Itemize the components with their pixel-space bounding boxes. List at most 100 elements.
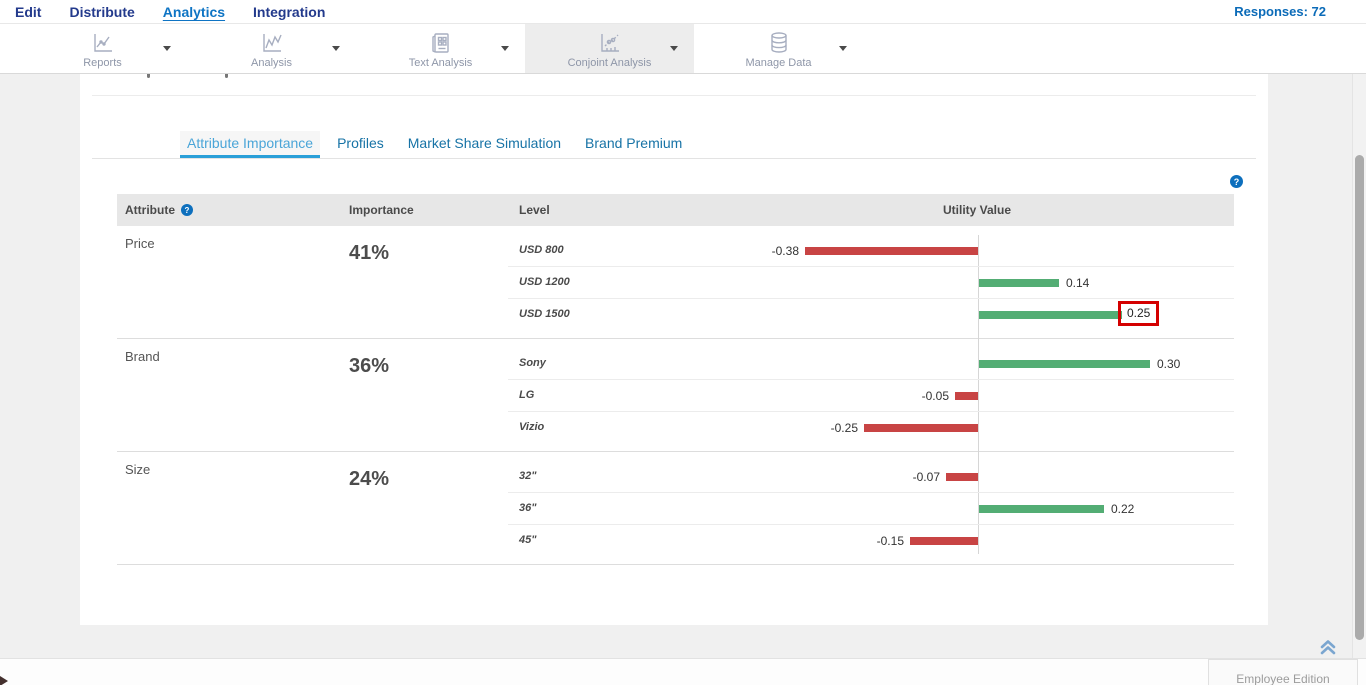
chevron-down-icon[interactable] (163, 46, 171, 51)
level-row-32: 32" -0.07 (508, 461, 1234, 493)
help-icon[interactable]: ? (181, 204, 193, 216)
level-label: LG (519, 389, 535, 401)
utility-bar (979, 279, 1059, 287)
chevron-down-icon[interactable] (501, 46, 509, 51)
utility-bar (910, 537, 978, 545)
chevron-down-icon[interactable] (332, 46, 340, 51)
nav-items: Edit Distribute Analytics Integration (15, 4, 353, 20)
utility-bar (979, 360, 1150, 368)
level-label: Vizio (519, 421, 545, 433)
levels-column: USD 800 -0.38 USD 1200 0.14 USD 1500 0.25 (508, 226, 1234, 338)
edition-badge: Employee Edition (1208, 659, 1358, 685)
cursor-artifact (0, 676, 8, 685)
toolbar-item-label: Text Analysis (408, 57, 473, 69)
divider (92, 158, 1256, 159)
clipped-text-fragment (147, 74, 150, 78)
top-nav-bar: Edit Distribute Analytics Integration Respo… (0, 0, 1366, 24)
level-label: USD 1500 (519, 308, 570, 320)
analytics-toolbar: Reports Analysis Text Analysis Conjoint Ana… (0, 24, 1366, 74)
nav-item-analytics[interactable]: Analytics (162, 3, 226, 20)
levels-column: Sony 0.30 LG -0.05 Vizio -0.25 (508, 339, 1234, 451)
toolbar-item-label: Reports (83, 57, 122, 69)
importance-value: 36% (349, 355, 390, 377)
column-header-attribute: Attribute ? (117, 203, 340, 217)
scrollbar-thumb[interactable] (1355, 155, 1364, 640)
utility-value-label: 0.14 (1066, 276, 1090, 290)
utility-value-label: -0.25 (830, 421, 858, 435)
utility-bar (805, 247, 978, 255)
toolbar-item-label: Analysis (251, 57, 292, 69)
toolbar-item-text-analysis[interactable]: Text Analysis (356, 24, 525, 73)
chevron-down-icon[interactable] (839, 46, 847, 51)
utility-value-label: 0.22 (1111, 502, 1135, 516)
column-header-utility-value: Utility Value (942, 203, 1012, 217)
utility-value-label: -0.15 (876, 534, 904, 548)
level-row-lg: LG -0.05 (508, 380, 1234, 412)
toolbar-item-reports[interactable]: Reports (18, 24, 187, 73)
column-header-importance: Importance (349, 203, 414, 217)
table-header-row: Attribute ? Importance Level Utility Val… (117, 194, 1234, 226)
toolbar-item-analysis[interactable]: Analysis (187, 24, 356, 73)
utility-value-label: -0.38 (771, 244, 799, 258)
attribute-name: Price (125, 236, 155, 251)
chevron-down-icon[interactable] (670, 46, 678, 51)
importance-value: 24% (349, 468, 390, 490)
responses-count-link[interactable]: Responses: 72 (1234, 4, 1326, 19)
attribute-importance-table: Attribute ? Importance Level Utility Val… (117, 194, 1234, 565)
clipped-text-fragment (225, 74, 228, 78)
level-row-vizio: Vizio -0.25 (508, 412, 1234, 444)
content-card: Attribute Importance Profiles Market Share… (80, 74, 1268, 625)
toolbar-item-conjoint-analysis[interactable]: Conjoint Analysis (525, 24, 694, 73)
tab-bar: Attribute Importance Profiles Market Share… (180, 131, 689, 158)
help-icon[interactable]: ? (1230, 175, 1243, 188)
table-body: Price 41% USD 800 -0.38 USD 1200 0.14 USD 1500… (117, 226, 1234, 565)
reports-chart-icon (91, 30, 115, 55)
divider (92, 95, 1256, 96)
level-row-usd-1200: USD 1200 0.14 (508, 267, 1234, 299)
utility-bar (946, 473, 978, 481)
tab-profiles[interactable]: Profiles (337, 135, 384, 151)
level-label: 32" (519, 470, 537, 482)
conjoint-chart-icon (598, 30, 622, 55)
importance-value: 41% (349, 242, 390, 264)
utility-bar (979, 311, 1122, 319)
attribute-block-price: Price 41% USD 800 -0.38 USD 1200 0.14 USD 1500… (117, 226, 1234, 339)
tab-brand-premium[interactable]: Brand Premium (585, 135, 683, 151)
utility-value-highlighted: 0.25 (1118, 301, 1160, 326)
level-label: Sony (519, 357, 546, 369)
level-label: 36" (519, 502, 537, 514)
column-header-label: Attribute (125, 203, 175, 217)
toolbar-item-label: Manage Data (745, 57, 812, 69)
level-row-45: 45" -0.15 (508, 525, 1234, 557)
attribute-name: Brand (125, 349, 160, 364)
nav-item-distribute[interactable]: Distribute (69, 3, 135, 20)
level-row-usd-1500: USD 1500 0.25 (508, 299, 1234, 331)
utility-value-label: 0.30 (1157, 357, 1181, 371)
tab-attribute-importance[interactable]: Attribute Importance (180, 131, 321, 158)
utility-value-label: -0.07 (912, 470, 940, 484)
level-label: USD 1200 (519, 276, 570, 288)
column-header-level: Level (519, 203, 550, 217)
levels-column: 32" -0.07 36" 0.22 45" -0.15 (508, 452, 1234, 564)
toolbar-item-manage-data[interactable]: Manage Data (694, 24, 863, 73)
footer-bar (0, 658, 1366, 685)
utility-bar (864, 424, 978, 432)
level-row-usd-800: USD 800 -0.38 (508, 235, 1234, 267)
zero-axis-line (978, 235, 979, 554)
utility-bar (979, 505, 1104, 513)
level-label: 45" (519, 534, 537, 546)
toolbar-item-label: Conjoint Analysis (567, 57, 652, 69)
database-icon (767, 30, 791, 55)
tab-market-share-simulation[interactable]: Market Share Simulation (407, 135, 562, 151)
scroll-to-top-icon[interactable] (1318, 636, 1338, 656)
attribute-block-brand: Brand 36% Sony 0.30 LG -0.05 Vizio -0.25 (117, 339, 1234, 452)
nav-item-edit[interactable]: Edit (15, 3, 42, 20)
utility-value-label: -0.05 (921, 389, 949, 403)
level-row-36: 36" 0.22 (508, 493, 1234, 525)
attribute-name: Size (125, 462, 151, 477)
level-row-sony: Sony 0.30 (508, 348, 1234, 380)
nav-item-integration[interactable]: Integration (253, 3, 326, 20)
utility-bar (955, 392, 978, 400)
attribute-block-size: Size 24% 32" -0.07 36" 0.22 45" -0.15 (117, 452, 1234, 565)
level-label: USD 800 (519, 244, 564, 256)
